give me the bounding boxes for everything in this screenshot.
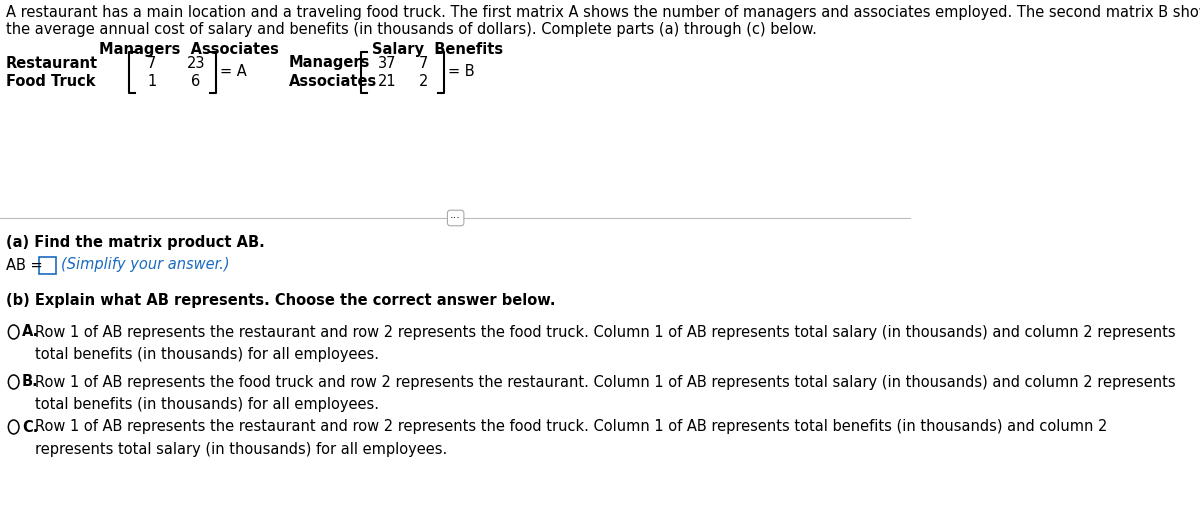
Text: represents total salary (in thousands) for all employees.: represents total salary (in thousands) f… <box>35 442 448 457</box>
Text: Row 1 of AB represents the restaurant and row 2 represents the food truck. Colum: Row 1 of AB represents the restaurant an… <box>35 325 1176 340</box>
Text: 37: 37 <box>378 55 396 70</box>
Text: Managers: Managers <box>288 55 370 70</box>
Text: 7: 7 <box>419 55 428 70</box>
Text: = B: = B <box>448 65 475 80</box>
Text: 1: 1 <box>148 74 156 89</box>
Text: ···: ··· <box>450 213 461 223</box>
Text: 7: 7 <box>148 55 156 70</box>
Text: C.: C. <box>22 420 38 435</box>
Text: Salary  Benefits: Salary Benefits <box>372 42 503 57</box>
Text: total benefits (in thousands) for all employees.: total benefits (in thousands) for all em… <box>35 397 379 412</box>
Text: = A: = A <box>221 65 247 80</box>
Text: A.: A. <box>22 325 40 340</box>
Text: 6: 6 <box>191 74 200 89</box>
Text: Row 1 of AB represents the restaurant and row 2 represents the food truck. Colum: Row 1 of AB represents the restaurant an… <box>35 420 1108 435</box>
Text: (b) Explain what AB represents. Choose the correct answer below.: (b) Explain what AB represents. Choose t… <box>6 293 556 308</box>
FancyBboxPatch shape <box>40 257 56 274</box>
Text: Restaurant: Restaurant <box>6 55 98 70</box>
Text: B.: B. <box>22 374 38 389</box>
Text: Row 1 of AB represents the food truck and row 2 represents the restaurant. Colum: Row 1 of AB represents the food truck an… <box>35 374 1176 389</box>
Text: Food Truck: Food Truck <box>6 74 96 89</box>
Text: Associates: Associates <box>288 74 377 89</box>
Text: 23: 23 <box>187 55 205 70</box>
Text: the average annual cost of salary and benefits (in thousands of dollars). Comple: the average annual cost of salary and be… <box>6 22 817 37</box>
Text: (a) Find the matrix product AB.: (a) Find the matrix product AB. <box>6 235 265 250</box>
Text: A restaurant has a main location and a traveling food truck. The first matrix A : A restaurant has a main location and a t… <box>6 5 1200 20</box>
Text: total benefits (in thousands) for all employees.: total benefits (in thousands) for all em… <box>35 347 379 362</box>
Text: 2: 2 <box>419 74 428 89</box>
Text: 21: 21 <box>378 74 397 89</box>
Text: (Simplify your answer.): (Simplify your answer.) <box>61 258 229 272</box>
Text: AB =: AB = <box>6 258 43 272</box>
Text: Managers  Associates: Managers Associates <box>98 42 278 57</box>
